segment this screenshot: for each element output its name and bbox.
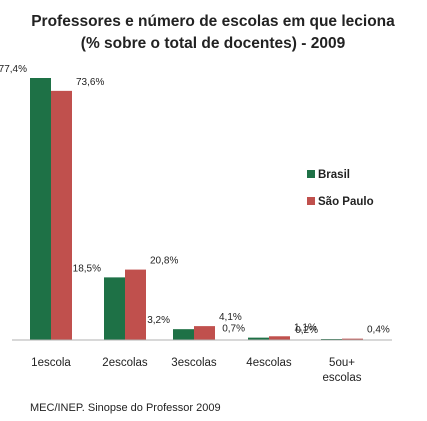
x-tick-labels-group: 1escola 2escolas 3escolas 4escolas 5ou+ escol… <box>31 357 362 384</box>
x-tick-label-1: 1escola <box>31 357 71 369</box>
bar-brasil-2 <box>104 277 125 340</box>
x-tick-label-3: 3escolas <box>171 357 217 369</box>
bar-sao-paulo-4 <box>269 336 290 340</box>
value-label-brasil-3: 3,2% <box>147 315 170 326</box>
legend-swatch-sao-paulo <box>307 197 315 205</box>
value-label-sao-paulo-5: 0,4% <box>367 325 390 336</box>
x-tick-label-4: 4escolas <box>246 357 292 369</box>
chart-title: Professores e número de escolas em que l… <box>31 13 395 30</box>
bar-sao-paulo-1 <box>51 90 72 340</box>
bar-brasil-1 <box>30 78 51 340</box>
value-label-brasil-4: 0,7% <box>222 324 245 335</box>
x-tick-label-2: 2escolas <box>102 357 148 369</box>
bars-group <box>30 78 363 340</box>
x-tick-label-5-line-2: escolas <box>323 372 362 384</box>
value-label-sao-paulo-2: 20,8% <box>150 256 178 267</box>
x-tick-label-5-line-1: 5ou+ <box>329 357 355 369</box>
legend-swatch-brasil <box>307 170 315 178</box>
bar-sao-paulo-3 <box>194 326 215 340</box>
source-note: MEC/INEP. Sinopse do Professor 2009 <box>30 402 221 414</box>
bar-brasil-4 <box>248 337 269 340</box>
value-label-brasil-1: 77,4% <box>0 64 27 75</box>
value-label-brasil-2: 18,5% <box>73 263 101 274</box>
value-label-sao-paulo-3: 4,1% <box>219 312 242 323</box>
value-label-brasil-5: 0,2% <box>295 325 318 336</box>
value-labels-group: 77,4% 73,6% 18,5% 20,8% 3,2% 4,1%0,7% 1,1%0,2%… <box>0 64 390 336</box>
bar-sao-paulo-2 <box>125 269 146 340</box>
chart-subtitle: (% sobre o total de docentes) - 2009 <box>81 35 346 52</box>
value-label-sao-paulo-4: 1,1% <box>294 322 317 333</box>
bar-brasil-3 <box>173 329 194 340</box>
legend-label-brasil: Brasil <box>318 169 350 181</box>
legend: Brasil São Paulo <box>307 169 374 208</box>
legend-label-sao-paulo: São Paulo <box>318 196 374 208</box>
value-label-sao-paulo-1: 73,6% <box>76 77 104 88</box>
bar-sao-paulo-5 <box>342 338 363 340</box>
